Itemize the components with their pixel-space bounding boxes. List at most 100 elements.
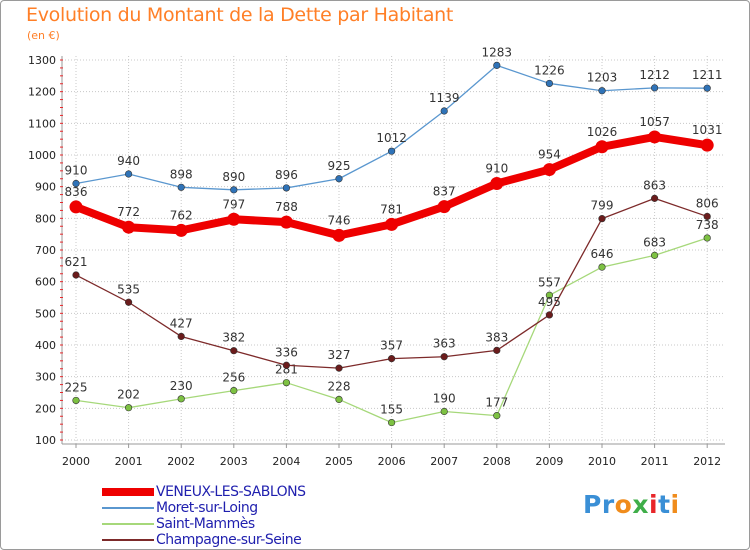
legend-item: Champagne-sur-Seine [102,532,306,548]
y-tick-label: 700 [35,244,56,257]
data-point [174,223,188,237]
data-label: 202 [117,388,140,402]
data-point [490,177,504,190]
x-tick-label: 2000 [62,455,90,468]
data-label: 1212 [639,68,670,82]
data-label: 155 [380,403,403,417]
data-point [545,311,554,319]
y-tick-label: 400 [35,339,56,352]
logo-letter: P [583,490,602,519]
data-point [650,84,659,92]
x-tick-label: 2011 [641,455,669,468]
logo-letter: x [632,490,649,519]
data-label: 746 [328,213,351,227]
data-point [230,387,238,395]
data-point [125,170,133,178]
data-point [177,395,185,403]
y-tick-label: 100 [35,434,56,447]
data-point [650,194,659,202]
x-tick-label: 2012 [693,455,721,468]
data-point [122,220,136,234]
data-point [72,179,80,188]
y-tick-label: 1300 [28,54,56,67]
legend-swatch [102,507,154,509]
data-point [493,61,501,69]
data-label: 427 [170,316,193,330]
chart-title: Evolution du Montant de la Dette par Hab… [26,4,454,26]
data-point [650,251,659,259]
legend-label: Champagne-sur-Seine [156,532,302,548]
data-point [335,364,343,372]
data-label: 495 [538,295,561,309]
x-tick-label: 2001 [115,455,143,468]
data-point [703,212,711,221]
data-label: 683 [643,235,666,249]
data-label: 327 [328,348,351,362]
data-point [230,347,238,355]
x-tick-label: 2008 [483,455,511,468]
data-label: 557 [538,275,561,289]
data-point [125,298,133,306]
legend-label: VENEUX-LES-SABLONS [156,484,306,500]
y-tick-label: 1200 [28,86,56,99]
data-point [440,407,448,416]
data-point [700,138,714,152]
data-label: 797 [222,197,245,211]
data-label: 1203 [587,71,618,85]
y-tick-label: 900 [35,181,56,194]
data-point [493,412,501,420]
legend-label: Saint-Mammès [156,516,255,532]
data-label: 799 [591,199,614,213]
data-point [598,215,606,223]
data-label: 646 [591,247,614,261]
data-label: 863 [643,178,666,192]
data-label: 781 [380,202,403,216]
data-label: 336 [275,345,298,359]
data-label: 910 [65,164,88,178]
y-tick-label: 800 [35,212,56,225]
data-point [545,79,554,88]
data-point [332,228,346,242]
data-label: 230 [170,379,193,393]
data-label: 535 [117,282,140,296]
x-tick-label: 2004 [272,455,300,468]
data-label: 1139 [429,91,460,105]
y-tick-label: 600 [35,276,56,289]
x-tick-label: 2009 [535,455,563,468]
data-label: 1057 [639,115,670,129]
legend: VENEUX-LES-SABLONS Moret-sur-Loing Saint-M… [102,484,306,548]
data-label: 1226 [534,63,565,77]
data-label: 1012 [376,131,407,145]
data-point [72,396,80,405]
y-tick-label: 1100 [28,117,56,130]
data-label: 762 [170,208,193,222]
data-point [282,184,291,192]
legend-swatch [102,488,154,496]
x-tick-label: 2003 [220,455,248,468]
data-label: 382 [222,331,245,345]
data-label: 910 [485,162,508,176]
data-point [545,291,554,299]
data-point [335,395,343,404]
data-point [69,200,83,214]
data-point [388,147,396,155]
legend-swatch [102,523,154,525]
legend-label: Moret-sur-Loing [156,500,258,516]
data-label: 925 [328,159,351,173]
data-label: 954 [538,148,561,162]
logo-letter: r [601,490,615,519]
data-point [542,163,556,177]
data-label: 383 [485,330,508,344]
y-tick-label: 200 [35,402,56,415]
data-label: 363 [433,337,456,351]
data-point [72,271,80,279]
data-label: 1283 [482,45,513,59]
data-label: 837 [433,185,456,199]
data-point [598,87,606,95]
x-tick-label: 2010 [588,455,616,468]
data-point [388,355,396,363]
data-point [385,217,399,231]
data-label: 940 [117,154,140,168]
logo-letter: i [649,490,659,519]
